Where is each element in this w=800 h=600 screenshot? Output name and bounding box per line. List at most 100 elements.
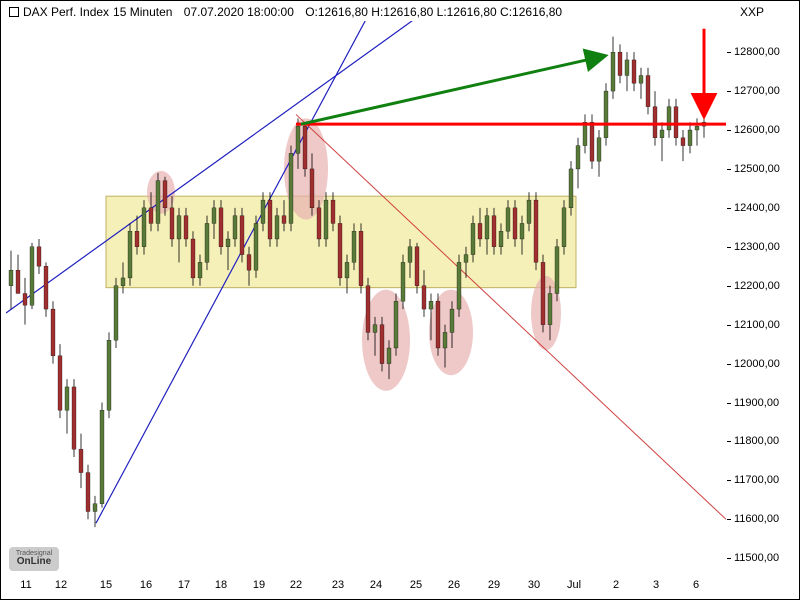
up-arrow xyxy=(301,56,604,124)
candle xyxy=(506,208,510,231)
y-tick-label: 12700,00 xyxy=(734,85,794,97)
plot-area xyxy=(6,21,726,566)
x-tick-label: 19 xyxy=(253,579,265,591)
candle xyxy=(289,153,293,223)
candle xyxy=(436,301,440,348)
candle xyxy=(212,208,216,224)
candle xyxy=(527,200,531,223)
candle xyxy=(282,216,286,224)
y-tick-label: 12000,00 xyxy=(734,358,794,370)
symbol-name: DAX Perf. Index xyxy=(23,5,109,19)
candle xyxy=(380,325,384,364)
candle xyxy=(233,216,237,239)
candle xyxy=(625,60,629,76)
candle xyxy=(450,309,454,332)
candle xyxy=(338,223,342,278)
interval-label: 15 Minuten xyxy=(113,5,172,19)
candle xyxy=(394,301,398,348)
candle xyxy=(541,262,545,324)
candle xyxy=(93,504,97,512)
x-tick-label: 12 xyxy=(55,579,67,591)
candle xyxy=(198,262,202,278)
candle xyxy=(72,387,76,449)
candle xyxy=(37,247,41,266)
x-tick-label: 30 xyxy=(528,579,540,591)
x-axis: 1112151617181922232425262930Jul236 xyxy=(6,569,726,599)
candle xyxy=(688,130,692,146)
y-tick-label: 12500,00 xyxy=(734,163,794,175)
candle xyxy=(121,278,125,286)
candle xyxy=(261,200,265,223)
candle xyxy=(632,60,636,83)
x-tick-label: 2 xyxy=(613,579,619,591)
x-tick-label: 16 xyxy=(140,579,152,591)
candle xyxy=(653,107,657,138)
chart-container: DAX Perf. Index 15 Minuten 07.07.2020 18… xyxy=(0,0,800,600)
trend-line xyxy=(296,114,726,519)
candle xyxy=(464,255,468,263)
candle xyxy=(247,255,251,271)
y-tick-label: 11700,00 xyxy=(734,474,794,486)
candle xyxy=(324,200,328,239)
y-tick-label: 11600,00 xyxy=(734,513,794,525)
x-tick-label: 24 xyxy=(370,579,382,591)
x-tick-label: 26 xyxy=(448,579,460,591)
candle xyxy=(310,169,314,208)
candle xyxy=(492,216,496,247)
candle xyxy=(345,262,349,278)
y-tick-label: 12200,00 xyxy=(734,280,794,292)
logo-big-text: OnLine xyxy=(17,556,51,567)
datetime-label: 07.07.2020 18:00:00 xyxy=(184,5,294,19)
candle xyxy=(149,208,153,224)
x-tick-label: 29 xyxy=(488,579,500,591)
candle xyxy=(366,286,370,333)
candle xyxy=(443,332,447,348)
candle xyxy=(478,223,482,239)
candle xyxy=(128,231,132,278)
y-tick-label: 11800,00 xyxy=(734,435,794,447)
candle xyxy=(373,325,377,333)
title-icon xyxy=(9,7,19,17)
candle xyxy=(51,309,55,356)
candle xyxy=(408,247,412,263)
candle xyxy=(163,181,167,208)
x-tick-label: 6 xyxy=(693,579,699,591)
candle xyxy=(79,449,83,472)
candle xyxy=(674,107,678,138)
x-tick-label: 11 xyxy=(20,579,31,591)
candle xyxy=(597,138,601,161)
candle xyxy=(275,216,279,239)
candle xyxy=(422,286,426,309)
candle xyxy=(646,76,650,107)
y-axis: 12800,0012700,0012600,0012500,0012400,00… xyxy=(729,21,799,566)
candle xyxy=(562,208,566,247)
candle xyxy=(429,301,433,309)
x-tick-label: 18 xyxy=(215,579,227,591)
candle xyxy=(604,91,608,138)
candle xyxy=(205,223,209,262)
candle xyxy=(485,216,489,239)
candle xyxy=(303,126,307,169)
candle xyxy=(58,356,62,411)
candle xyxy=(695,126,699,130)
candle xyxy=(254,223,258,270)
candle xyxy=(667,107,671,130)
candle xyxy=(9,270,13,286)
tradesignal-logo: Tradesignal OnLine xyxy=(9,547,59,571)
candle xyxy=(268,200,272,239)
candle xyxy=(65,387,69,410)
candle xyxy=(317,208,321,239)
candle xyxy=(107,340,111,410)
candle xyxy=(681,138,685,146)
candle xyxy=(401,262,405,301)
candle xyxy=(590,122,594,161)
candle xyxy=(618,52,622,75)
ohlc-label: O:12616,80 H:12616,80 L:12616,80 C:12616… xyxy=(305,5,562,19)
candle xyxy=(359,231,363,286)
candle xyxy=(177,216,181,239)
candle xyxy=(471,223,475,254)
candle xyxy=(534,200,538,262)
candle xyxy=(240,216,244,255)
candle xyxy=(191,239,195,278)
y-tick-label: 12300,00 xyxy=(734,241,794,253)
